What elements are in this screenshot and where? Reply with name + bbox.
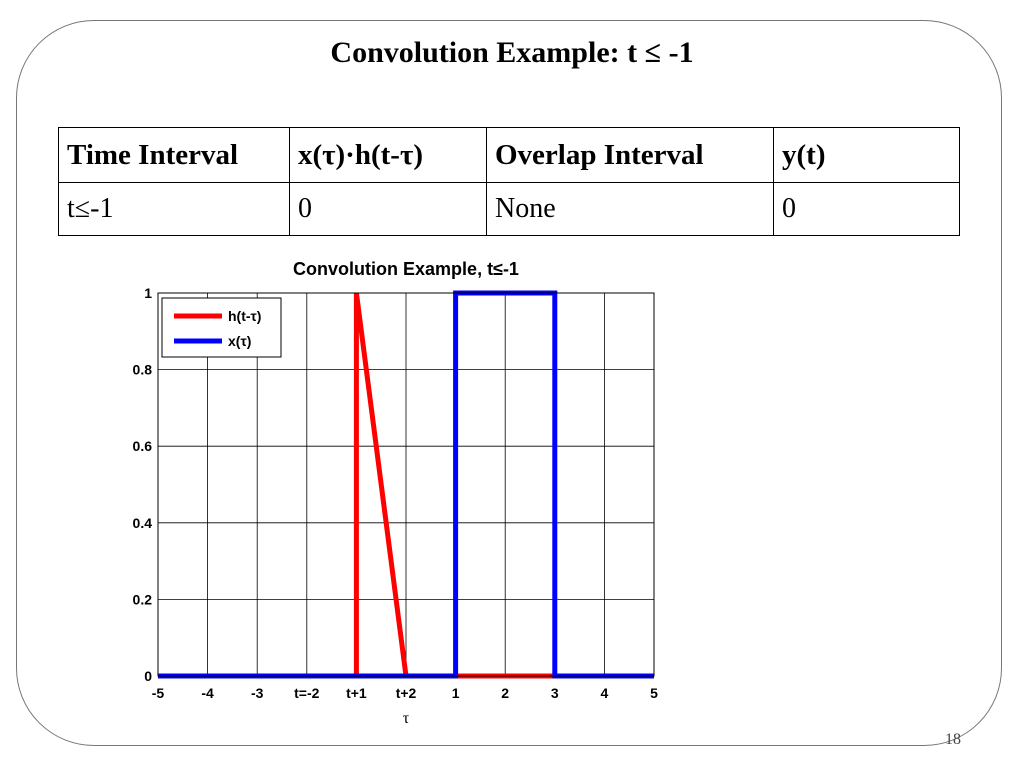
x-axis-label: τ [403,710,410,727]
x-tick-label: 4 [601,685,609,701]
table-header-row: Time Interval x(τ)·h(t-τ) Overlap Interv… [58,127,960,183]
legend-label-x: x(τ) [228,333,251,349]
table-row: t≤-1 0 None 0 [58,182,960,236]
plot-border [157,292,655,677]
y-axis-ticks: 0 0.2 0.4 0.6 0.8 1 [133,285,153,684]
page-number: 18 [945,731,961,748]
x-tick-label: t+2 [396,685,417,701]
y-tick-label: 0.2 [133,591,153,607]
cell-overlap-interval: None [486,182,774,236]
x-tick-label: -4 [201,685,214,701]
x-tick-label: t=-2 [294,685,320,701]
cell-output: 0 [773,182,960,236]
slide-frame [16,20,1002,746]
convolution-plot: -5 -4 -3 t=-2 t+1 t+2 1 2 3 4 5 0 0.2 0.4 0.6 0.8 1 Con… [133,259,659,727]
x-tick-label: -5 [152,685,165,701]
slide-title: Convolution Example: t ≤ -1 [330,36,694,69]
x-tick-label: t+1 [346,685,367,701]
header-output: y(t) [773,127,960,183]
x-tick-label: 3 [551,685,559,701]
header-overlap-interval: Overlap Interval [486,127,774,183]
y-tick-label: 1 [144,285,152,301]
legend-label-h: h(t-τ) [228,308,261,324]
y-tick-label: 0.4 [133,515,153,531]
y-tick-label: 0 [144,668,152,684]
x-tick-label: -3 [251,685,264,701]
x-tick-label: 5 [650,685,658,701]
header-product: x(τ)·h(t-τ) [289,127,487,183]
legend: h(t-τ) x(τ) [161,297,282,358]
header-time-interval: Time Interval [58,127,290,183]
convolution-table: Time Interval x(τ)·h(t-τ) Overlap Interv… [58,127,960,236]
y-tick-label: 0.8 [133,362,153,378]
x-axis-ticks: -5 -4 -3 t=-2 t+1 t+2 1 2 3 4 5 [152,685,658,701]
cell-time-interval: t≤-1 [58,182,290,236]
legend-box [161,297,282,358]
chart-title: Convolution Example, t≤-1 [293,259,519,279]
x-tick-label: 2 [501,685,509,701]
x-tick-label: 1 [452,685,460,701]
cell-product: 0 [289,182,487,236]
y-tick-label: 0.6 [133,438,153,454]
